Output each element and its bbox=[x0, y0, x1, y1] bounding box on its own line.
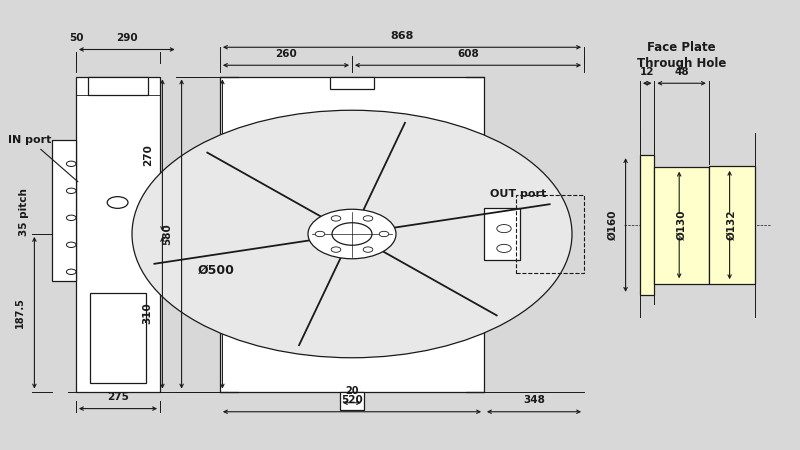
Bar bbox=[90, 292, 146, 382]
Circle shape bbox=[363, 247, 373, 252]
Text: Ø500: Ø500 bbox=[198, 264, 234, 276]
Bar bbox=[160, 220, 178, 248]
Text: 270: 270 bbox=[143, 144, 153, 166]
Bar bbox=[76, 76, 160, 392]
Text: 12: 12 bbox=[640, 67, 654, 77]
Bar bbox=[330, 76, 374, 89]
Circle shape bbox=[332, 223, 372, 245]
Text: 48: 48 bbox=[674, 67, 689, 77]
Text: 50: 50 bbox=[69, 33, 83, 43]
Circle shape bbox=[379, 231, 389, 237]
Circle shape bbox=[66, 269, 76, 274]
Text: IN port: IN port bbox=[8, 135, 78, 182]
Text: 348: 348 bbox=[523, 396, 545, 405]
Bar bbox=[340, 392, 364, 410]
Text: 500: 500 bbox=[206, 223, 216, 245]
Circle shape bbox=[107, 197, 128, 208]
Bar bbox=[88, 76, 148, 94]
Circle shape bbox=[315, 231, 325, 237]
Circle shape bbox=[66, 215, 76, 220]
Circle shape bbox=[497, 225, 511, 233]
Bar bbox=[220, 76, 484, 392]
Text: 868: 868 bbox=[390, 31, 414, 41]
Circle shape bbox=[66, 242, 76, 248]
Bar bbox=[52, 140, 76, 281]
Text: 35 pitch: 35 pitch bbox=[19, 188, 29, 236]
Circle shape bbox=[66, 161, 76, 166]
Text: Face Plate
Through Hole: Face Plate Through Hole bbox=[637, 41, 726, 70]
Bar bbox=[654, 166, 709, 284]
Text: OUT port: OUT port bbox=[490, 189, 546, 199]
Bar bbox=[484, 208, 520, 260]
Text: 20: 20 bbox=[346, 387, 358, 396]
Circle shape bbox=[497, 244, 511, 252]
Text: Ø132: Ø132 bbox=[727, 210, 737, 240]
Circle shape bbox=[308, 209, 396, 259]
Circle shape bbox=[66, 188, 76, 194]
Text: 520: 520 bbox=[341, 396, 363, 405]
Circle shape bbox=[363, 216, 373, 221]
Bar bbox=[709, 166, 755, 284]
Circle shape bbox=[331, 216, 341, 221]
Text: 310: 310 bbox=[143, 302, 153, 324]
Text: 608: 608 bbox=[457, 49, 479, 59]
Text: 187.5: 187.5 bbox=[15, 297, 25, 328]
Text: 275: 275 bbox=[107, 392, 129, 402]
Text: Ø160: Ø160 bbox=[608, 210, 618, 240]
Bar bbox=[516, 195, 584, 274]
Text: 580: 580 bbox=[162, 223, 172, 245]
Text: 260: 260 bbox=[275, 49, 297, 59]
Text: 290: 290 bbox=[116, 33, 138, 43]
Circle shape bbox=[132, 110, 572, 358]
Text: Ø500: Ø500 bbox=[197, 217, 210, 251]
Circle shape bbox=[331, 247, 341, 252]
Text: Ø130: Ø130 bbox=[677, 210, 686, 240]
Bar bbox=[640, 155, 654, 295]
